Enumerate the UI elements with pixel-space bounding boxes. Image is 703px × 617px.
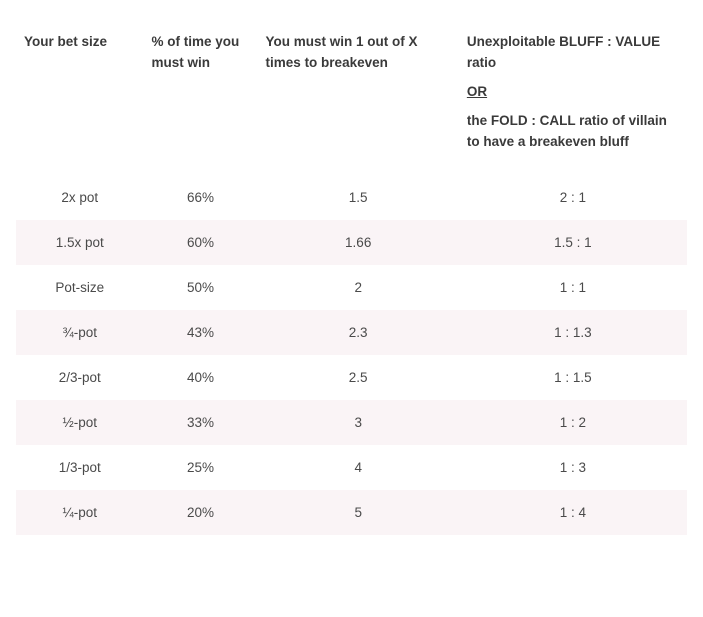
- table-body: 2x pot66%1.52 : 11.5x pot60%1.661.5 : 1P…: [16, 175, 687, 535]
- cell-bet-size: 1.5x pot: [16, 220, 143, 265]
- table-header-row: Your bet size % of time you must win You…: [16, 8, 687, 175]
- bet-sizing-table-container: Your bet size % of time you must win You…: [0, 0, 703, 555]
- cell-pct-win: 60%: [143, 220, 257, 265]
- cell-bet-size: 1/3-pot: [16, 445, 143, 490]
- col-header-ratio-line2: the FOLD : CALL ratio of villain to have…: [467, 111, 679, 153]
- col-header-bet-size: Your bet size: [16, 8, 143, 175]
- cell-bet-size: 2/3-pot: [16, 355, 143, 400]
- cell-bet-size: Pot-size: [16, 265, 143, 310]
- cell-ratio: 1 : 1: [459, 265, 687, 310]
- cell-bet-size: ½-pot: [16, 400, 143, 445]
- col-header-one-in-x: You must win 1 out of X times to breakev…: [258, 8, 459, 175]
- cell-pct-win: 25%: [143, 445, 257, 490]
- col-header-ratio-or: OR: [467, 82, 679, 103]
- cell-bet-size: 2x pot: [16, 175, 143, 220]
- col-header-pct-win: % of time you must win: [143, 8, 257, 175]
- cell-one-in-x: 1.5: [258, 175, 459, 220]
- cell-ratio: 1 : 1.5: [459, 355, 687, 400]
- cell-bet-size: ¼-pot: [16, 490, 143, 535]
- cell-one-in-x: 2.3: [258, 310, 459, 355]
- cell-one-in-x: 2.5: [258, 355, 459, 400]
- cell-pct-win: 40%: [143, 355, 257, 400]
- cell-one-in-x: 4: [258, 445, 459, 490]
- cell-pct-win: 66%: [143, 175, 257, 220]
- cell-ratio: 1 : 1.3: [459, 310, 687, 355]
- table-row: ¼-pot20%51 : 4: [16, 490, 687, 535]
- table-row: ½-pot33%31 : 2: [16, 400, 687, 445]
- table-row: 2/3-pot40%2.51 : 1.5: [16, 355, 687, 400]
- cell-pct-win: 33%: [143, 400, 257, 445]
- cell-ratio: 1 : 2: [459, 400, 687, 445]
- col-header-ratio: Unexploitable BLUFF : VALUE ratio OR the…: [459, 8, 687, 175]
- col-header-ratio-line1: Unexploitable BLUFF : VALUE ratio: [467, 32, 679, 74]
- bet-sizing-table: Your bet size % of time you must win You…: [16, 8, 687, 535]
- table-row: 2x pot66%1.52 : 1: [16, 175, 687, 220]
- cell-ratio: 1 : 3: [459, 445, 687, 490]
- cell-ratio: 2 : 1: [459, 175, 687, 220]
- cell-pct-win: 20%: [143, 490, 257, 535]
- cell-one-in-x: 5: [258, 490, 459, 535]
- table-row: ¾-pot43%2.31 : 1.3: [16, 310, 687, 355]
- table-row: 1/3-pot25%41 : 3: [16, 445, 687, 490]
- cell-ratio: 1.5 : 1: [459, 220, 687, 265]
- cell-ratio: 1 : 4: [459, 490, 687, 535]
- table-row: Pot-size50%21 : 1: [16, 265, 687, 310]
- cell-one-in-x: 2: [258, 265, 459, 310]
- cell-one-in-x: 3: [258, 400, 459, 445]
- table-row: 1.5x pot60%1.661.5 : 1: [16, 220, 687, 265]
- cell-pct-win: 43%: [143, 310, 257, 355]
- cell-pct-win: 50%: [143, 265, 257, 310]
- cell-one-in-x: 1.66: [258, 220, 459, 265]
- cell-bet-size: ¾-pot: [16, 310, 143, 355]
